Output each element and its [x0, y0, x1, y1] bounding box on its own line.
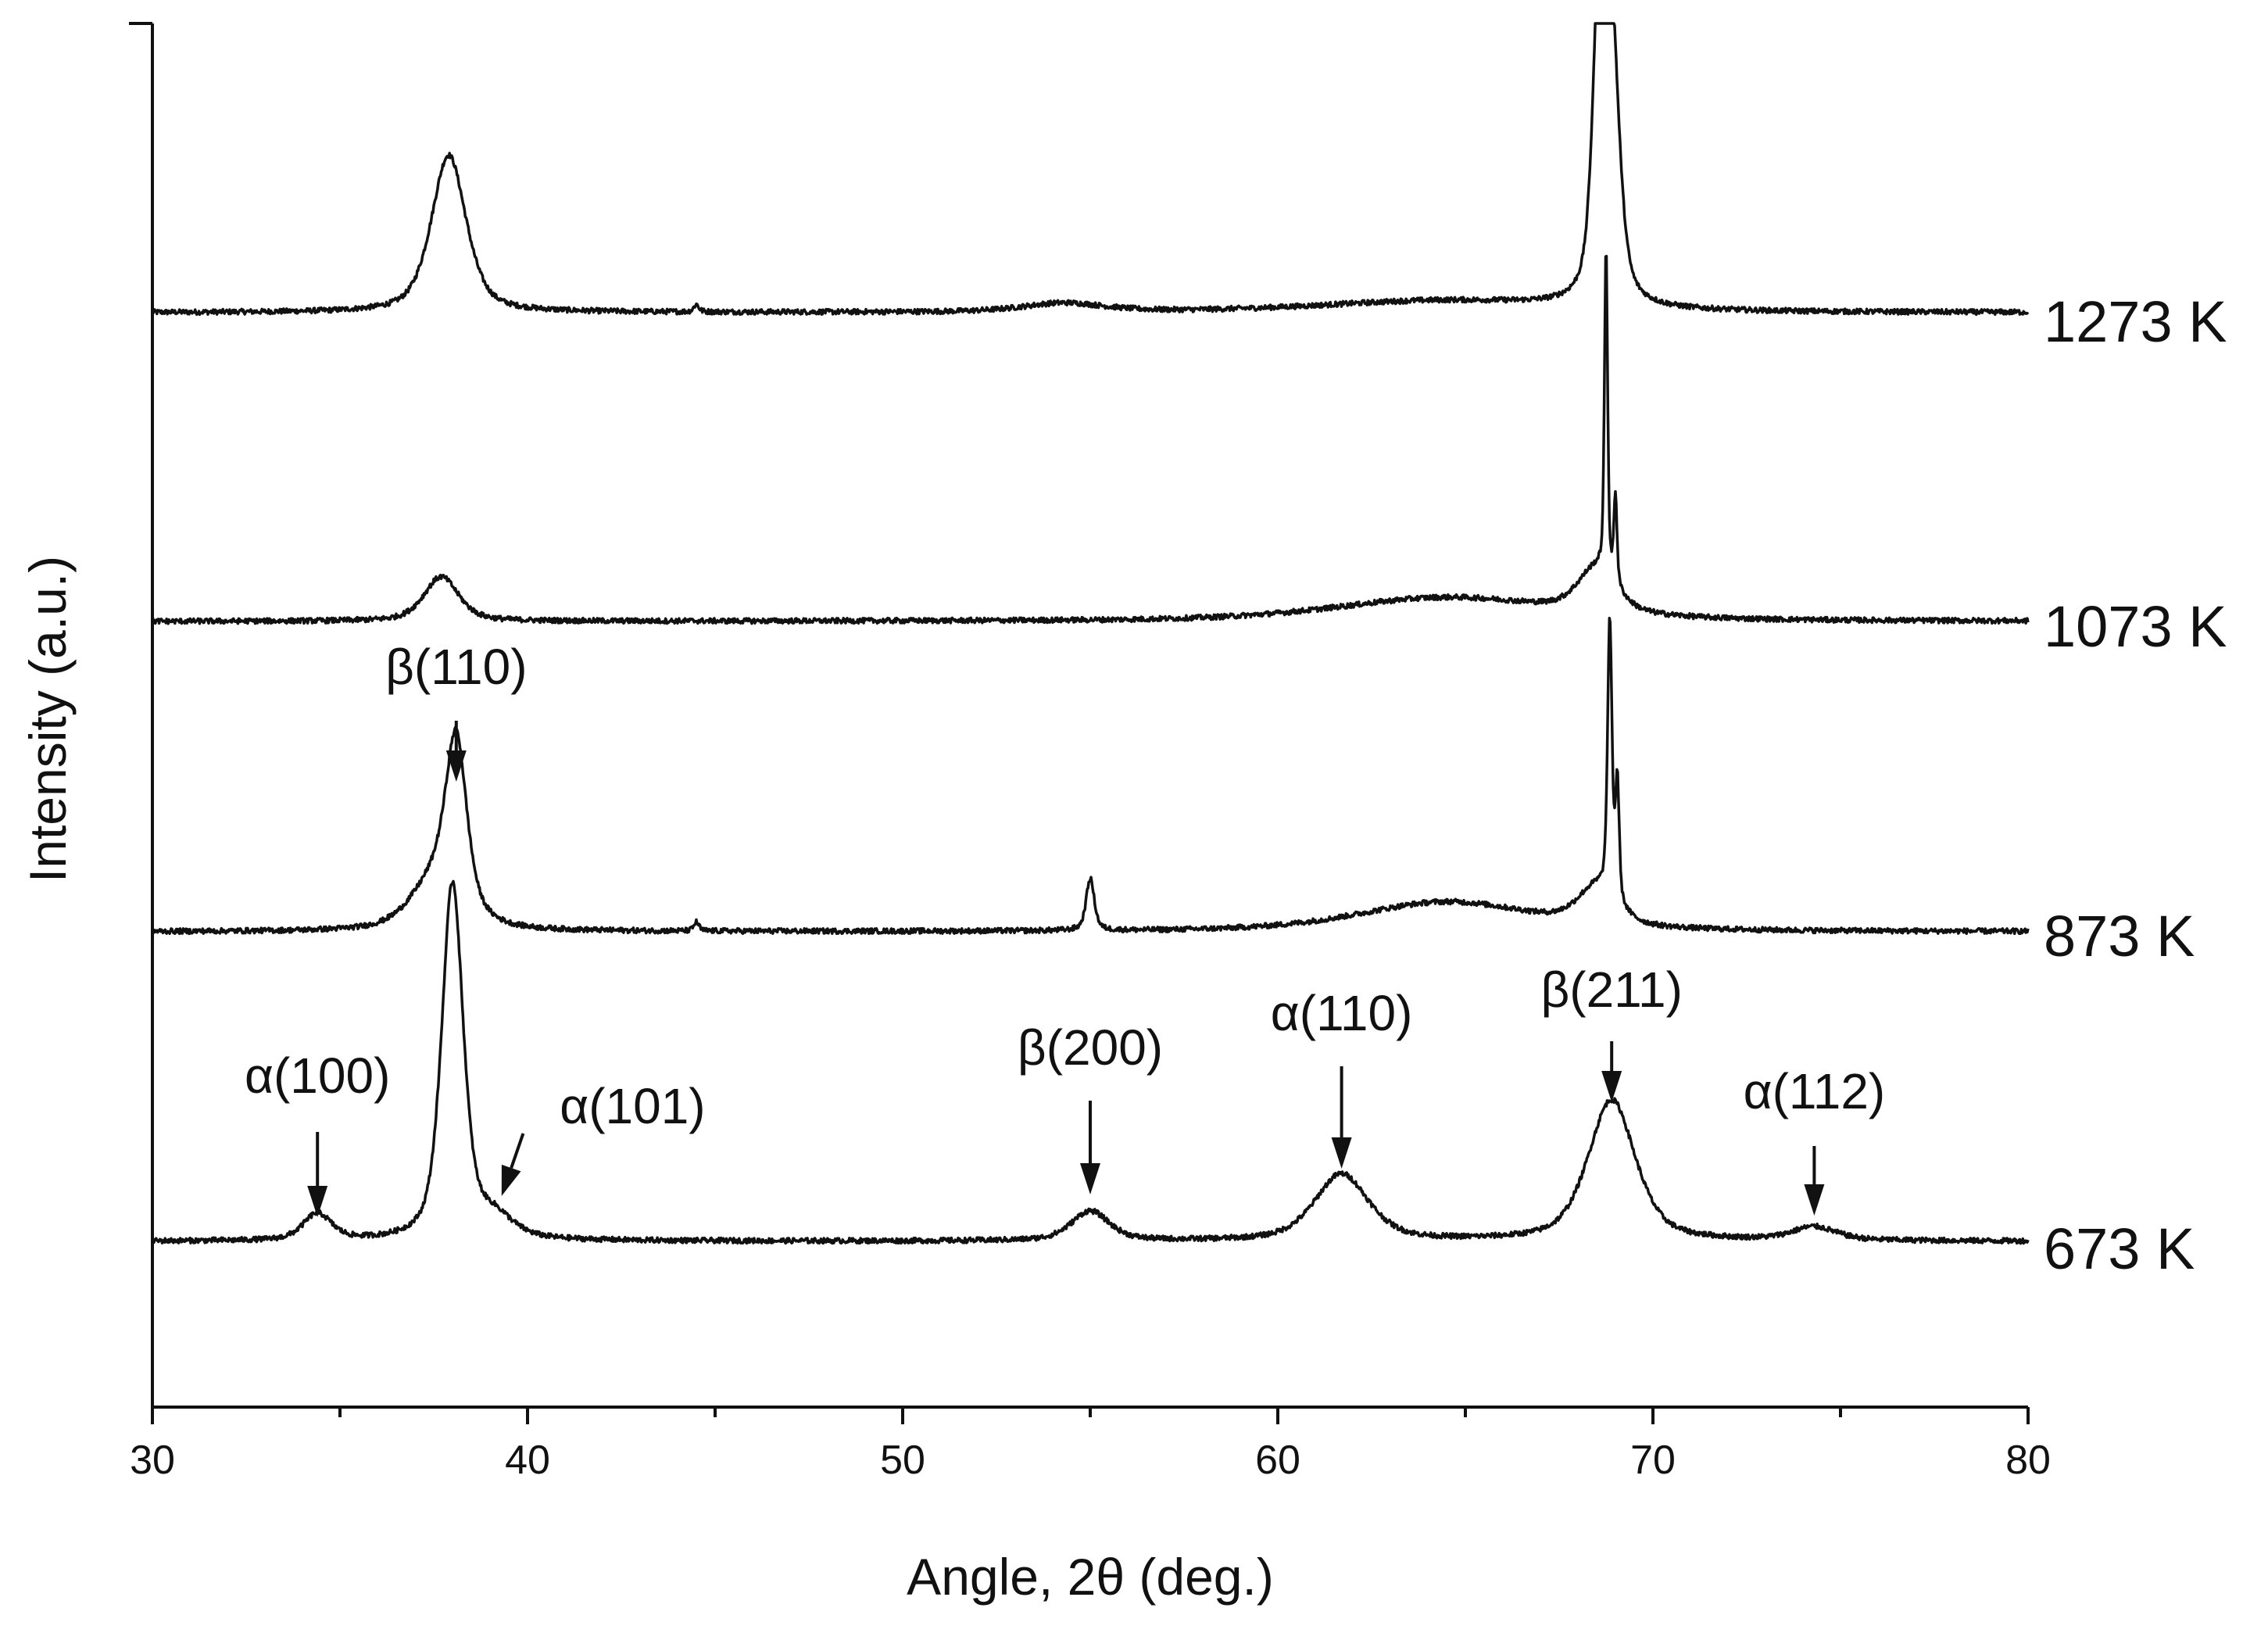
arrowhead — [1080, 1163, 1100, 1194]
peak-label: β(110) — [385, 639, 527, 695]
traces — [151, 22, 2030, 1245]
arrowhead — [1601, 1071, 1622, 1102]
x-tick-label: 70 — [1630, 1438, 1676, 1483]
peak-label: α(101) — [560, 1078, 705, 1134]
arrowhead — [1331, 1137, 1352, 1169]
arrowhead — [307, 1186, 328, 1217]
trace-873k — [151, 616, 2030, 936]
series-label: 873 K — [2044, 904, 2195, 969]
trace-1273k — [151, 22, 2030, 317]
x-ticks — [151, 1407, 2030, 1424]
peak-annotations: α(100) α(101) β(200) α(110) β(211) α(112) β(11… — [245, 639, 1885, 1217]
peak-label: α(110) — [1271, 985, 1413, 1041]
peak-label: β(200) — [1018, 1019, 1163, 1076]
axes: 30 40 50 60 70 80 — [129, 22, 2051, 1483]
series-label: 673 K — [2044, 1216, 2195, 1281]
trace-1073k — [151, 254, 2030, 625]
y-axis-title: Intensity (a.u.) — [19, 556, 77, 883]
arrowhead — [445, 750, 467, 782]
x-axis-title: Angle, 2θ (deg.) — [907, 1548, 1274, 1606]
arrowhead — [501, 1164, 521, 1196]
x-tick-label: 80 — [2005, 1438, 2051, 1483]
series-labels: 1273 K 1073 K 873 K 673 K — [2044, 289, 2227, 1281]
arrowhead — [1804, 1184, 1825, 1216]
series-label: 1273 K — [2044, 289, 2227, 354]
series-label: 1073 K — [2044, 594, 2227, 659]
peak-label: α(112) — [1744, 1063, 1886, 1119]
peak-label: α(100) — [245, 1047, 390, 1104]
x-tick-label: 30 — [130, 1438, 175, 1483]
x-tick-label: 50 — [880, 1438, 925, 1483]
arrow-line — [510, 1133, 525, 1169]
x-tick-label: 60 — [1255, 1438, 1300, 1483]
x-tick-label: 40 — [505, 1438, 550, 1483]
trace-673k — [151, 879, 2030, 1245]
x-tick-labels: 30 40 50 60 70 80 — [130, 1438, 2051, 1483]
peak-label: β(211) — [1540, 962, 1682, 1018]
